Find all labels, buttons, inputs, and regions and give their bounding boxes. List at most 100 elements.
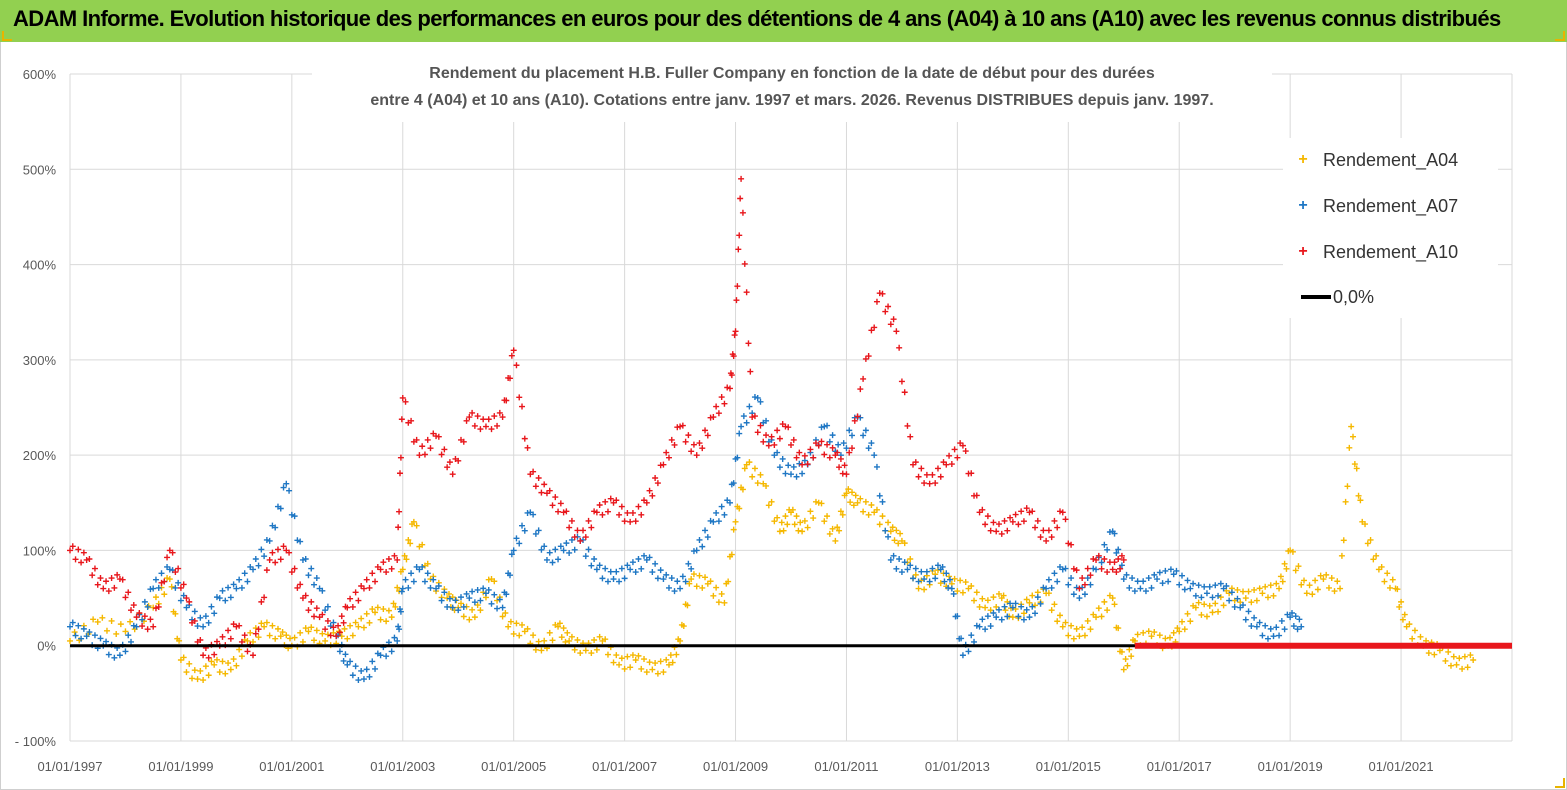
point-rendement-a07 (846, 427, 853, 434)
point-rendement-a04 (324, 631, 331, 638)
point-rendement-a10 (776, 435, 783, 442)
point-rendement-a04 (1348, 423, 1355, 430)
point-rendement-a10 (446, 459, 453, 466)
point-rendement-a04 (1124, 662, 1131, 669)
point-rendement-a07 (480, 585, 487, 592)
legend-label-a04: Rendement_A04 (1323, 149, 1459, 170)
point-rendement-a07 (1113, 549, 1120, 556)
point-rendement-a04 (1323, 571, 1330, 578)
point-rendement-a04 (1002, 607, 1009, 614)
point-rendement-a04 (680, 623, 687, 630)
point-rendement-a07 (1073, 584, 1080, 591)
point-rendement-a04 (1273, 580, 1280, 587)
point-rendement-a10 (741, 260, 748, 267)
point-rendement-a10 (677, 423, 684, 430)
point-rendement-a04 (286, 635, 293, 642)
point-rendement-a10 (213, 638, 220, 645)
point-rendement-a10 (1056, 508, 1063, 515)
point-rendement-a04 (1355, 492, 1362, 499)
point-rendement-a10 (516, 394, 523, 401)
point-rendement-a04 (829, 525, 836, 532)
point-rendement-a04 (1054, 618, 1061, 625)
point-rendement-a04 (1148, 633, 1155, 640)
point-rendement-a07 (926, 578, 933, 585)
point-rendement-a10 (538, 489, 545, 496)
point-rendement-a07 (860, 432, 867, 439)
y-tick-label: 500% (23, 162, 57, 177)
point-rendement-a04 (1184, 610, 1191, 617)
point-rendement-a07 (987, 623, 994, 630)
legend-item-zero: 0,0% (1283, 285, 1374, 309)
point-rendement-a10 (921, 480, 928, 487)
point-rendement-a10 (668, 436, 675, 443)
point-rendement-a07 (1203, 590, 1210, 597)
point-rendement-a10 (1065, 540, 1072, 547)
point-rendement-a10 (480, 416, 487, 423)
point-rendement-a04 (1276, 585, 1283, 592)
point-rendement-a07 (1173, 567, 1180, 574)
point-rendement-a04 (699, 584, 706, 591)
point-rendement-a07 (352, 663, 359, 670)
point-rendement-a04 (445, 590, 452, 597)
point-rendement-a10 (471, 422, 478, 429)
point-rendement-a04 (749, 473, 756, 480)
point-rendement-a04 (1259, 590, 1266, 597)
point-rendement-a07 (477, 597, 484, 604)
point-rendement-a04 (244, 637, 251, 644)
point-rendement-a10 (288, 569, 295, 576)
point-rendement-a04 (746, 459, 753, 466)
point-rendement-a07 (1068, 575, 1075, 582)
point-rendement-a04 (686, 580, 693, 587)
point-rendement-a07 (915, 578, 922, 585)
point-rendement-a04 (1334, 578, 1341, 585)
point-rendement-a07 (358, 667, 365, 674)
point-rendement-a07 (1034, 594, 1041, 601)
point-rendement-a07 (641, 552, 648, 559)
point-rendement-a10 (535, 475, 542, 482)
point-rendement-a07 (1234, 595, 1241, 602)
point-rendement-a04 (399, 566, 406, 573)
point-rendement-a04 (673, 651, 680, 658)
point-rendement-a04 (1145, 628, 1152, 635)
point-rendement-a07 (1026, 614, 1033, 621)
chart-title: Rendement du placement H.B. Fuller Compa… (312, 60, 1272, 122)
point-rendement-a07 (308, 565, 315, 572)
point-rendement-a10 (75, 546, 82, 553)
point-rendement-a07 (754, 394, 761, 401)
point-rendement-a04 (1381, 578, 1388, 585)
point-rendement-a07 (1093, 566, 1100, 573)
legend-marker-a07: + (1298, 197, 1308, 214)
point-rendement-a10 (463, 417, 470, 424)
point-rendement-a10 (266, 556, 273, 563)
point-rendement-a10 (441, 446, 448, 453)
point-rendement-a10 (643, 499, 650, 506)
point-rendement-a04 (205, 672, 212, 679)
point-rendement-a10 (793, 454, 800, 461)
point-rendement-a07 (1045, 576, 1052, 583)
point-rendement-a07 (738, 423, 745, 430)
point-rendement-a04 (1447, 662, 1454, 669)
point-rendement-a07 (1084, 575, 1091, 582)
point-rendement-a04 (1120, 666, 1127, 673)
point-rendement-a04 (860, 508, 867, 515)
point-rendement-a07 (950, 590, 957, 597)
point-rendement-a04 (546, 629, 553, 636)
point-rendement-a07 (471, 599, 478, 606)
point-rendement-a07 (1248, 623, 1255, 630)
point-rendement-a07 (1009, 604, 1016, 611)
point-rendement-a04 (274, 625, 281, 632)
point-rendement-a10 (349, 603, 356, 610)
point-rendement-a07 (865, 445, 872, 452)
point-rendement-a10 (1118, 552, 1125, 559)
point-rendement-a10 (244, 648, 251, 655)
point-rendement-a07 (979, 616, 986, 623)
point-rendement-a10 (1090, 556, 1097, 563)
legend-item-a10: + Rendement_A10 (1283, 240, 1458, 264)
point-rendement-a07 (971, 638, 978, 645)
point-rendement-a07 (238, 584, 245, 591)
point-rendement-a10 (990, 519, 997, 526)
point-rendement-a07 (250, 566, 257, 573)
point-rendement-a04 (377, 616, 384, 623)
point-rendement-a07 (740, 413, 747, 420)
point-rendement-a07 (843, 445, 850, 452)
